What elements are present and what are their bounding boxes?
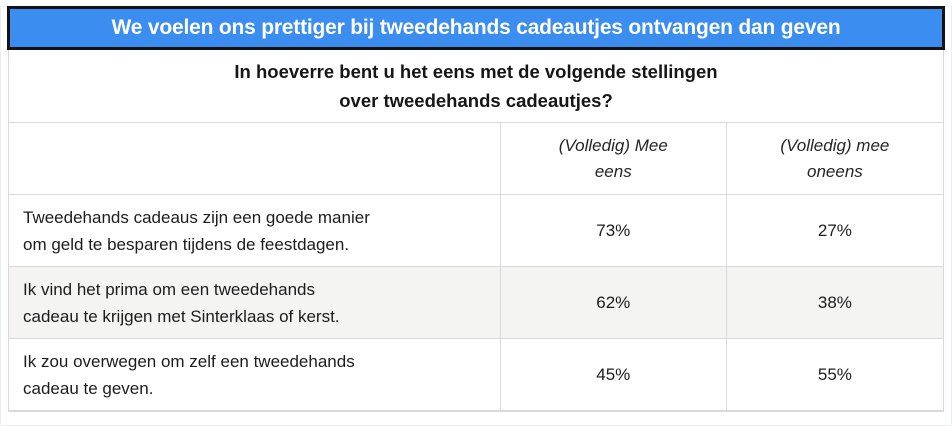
table-header-row: (Volledig) Mee eens (Volledig) mee oneen… xyxy=(9,122,943,195)
statement-line-2: om geld te besparen tijdens de feestdage… xyxy=(23,234,350,254)
statement-cell: Tweedehands cadeaus zijn een goede manie… xyxy=(9,194,501,267)
survey-question: In hoeverre bent u het eens met de volge… xyxy=(9,50,943,122)
statement-cell: Ik zou overwegen om zelf een tweedehands… xyxy=(9,338,501,411)
content-frame: In hoeverre bent u het eens met de volge… xyxy=(8,50,944,412)
header-disagree-line-1: (Volledig) mee xyxy=(780,135,890,155)
header-statement-empty xyxy=(9,122,501,195)
header-disagree-line-2: oneens xyxy=(807,161,863,181)
table-row-receive-gift: Ik vind het prima om een tweedehands cad… xyxy=(9,266,943,339)
survey-question-line-1: In hoeverre bent u het eens met de volge… xyxy=(234,61,718,82)
survey-infographic: We voelen ons prettiger bij tweedehands … xyxy=(0,6,952,426)
statement-line-1: Ik zou overwegen om zelf een tweedehands xyxy=(23,351,355,371)
table-row-give-gift: Ik zou overwegen om zelf een tweedehands… xyxy=(9,338,943,411)
disagree-value: 55% xyxy=(726,338,943,411)
banner-title: We voelen ons prettiger bij tweedehands … xyxy=(111,16,841,39)
agree-value: 73% xyxy=(500,194,727,267)
statement-cell: Ik vind het prima om een tweedehands cad… xyxy=(9,266,501,339)
statement-line-1: Tweedehands cadeaus zijn een goede manie… xyxy=(23,207,370,227)
statement-line-1: Ik vind het prima om een tweedehands xyxy=(23,279,316,299)
agree-value: 45% xyxy=(500,338,727,411)
table-row-save-money: Tweedehands cadeaus zijn een goede manie… xyxy=(9,194,943,267)
disagree-value: 27% xyxy=(726,194,943,267)
header-disagree: (Volledig) mee oneens xyxy=(726,122,943,195)
agree-value: 62% xyxy=(500,266,727,339)
disagree-value: 38% xyxy=(726,266,943,339)
title-banner: We voelen ons prettiger bij tweedehands … xyxy=(7,6,945,50)
survey-results-table: (Volledig) Mee eens (Volledig) mee oneen… xyxy=(9,122,943,411)
header-agree: (Volledig) Mee eens xyxy=(500,122,727,195)
header-agree-line-2: eens xyxy=(594,161,632,181)
statement-line-2: cadeau te krijgen met Sinterklaas of ker… xyxy=(23,306,340,326)
header-agree-line-1: (Volledig) Mee xyxy=(558,135,668,155)
survey-question-line-2: over tweedehands cadeautjes? xyxy=(339,90,613,111)
statement-line-2: cadeau te geven. xyxy=(23,378,154,398)
